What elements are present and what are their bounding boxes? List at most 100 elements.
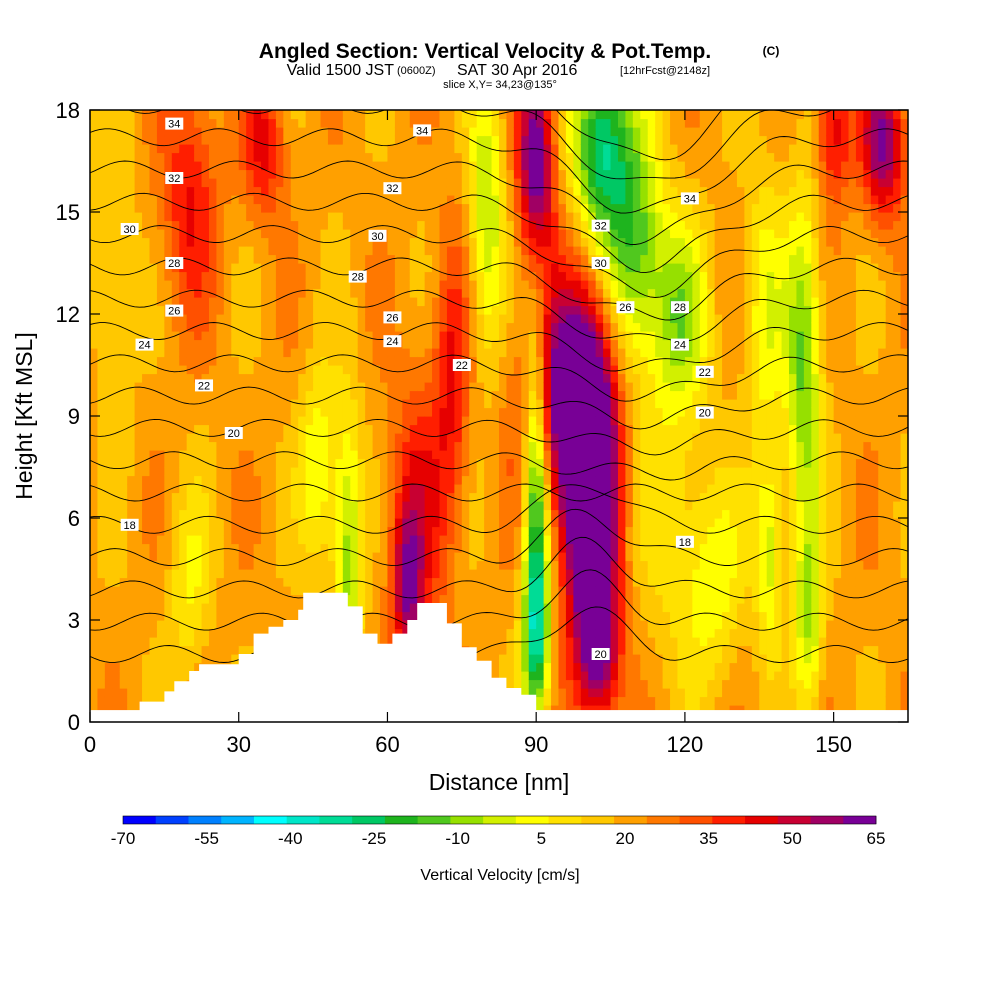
velocity-cell	[104, 433, 113, 443]
velocity-cell	[275, 433, 284, 443]
velocity-cell	[402, 424, 411, 434]
velocity-cell	[164, 271, 173, 281]
velocity-cell	[387, 560, 396, 570]
velocity-cell	[506, 569, 515, 579]
velocity-cell	[461, 322, 470, 332]
velocity-cell	[335, 305, 344, 315]
velocity-cell	[558, 254, 567, 264]
velocity-cell	[469, 416, 478, 426]
velocity-cell	[253, 246, 262, 256]
velocity-cell	[491, 637, 500, 647]
velocity-cell	[253, 322, 262, 332]
velocity-cell	[357, 314, 366, 324]
velocity-cell	[275, 509, 284, 519]
velocity-cell	[104, 288, 113, 298]
velocity-cell	[283, 603, 292, 613]
velocity-cell	[313, 237, 322, 247]
velocity-cell	[327, 356, 336, 366]
velocity-cell	[342, 237, 351, 247]
velocity-cell	[90, 458, 99, 468]
velocity-cell	[313, 254, 322, 264]
velocity-cell	[216, 178, 225, 188]
velocity-cell	[268, 450, 277, 460]
velocity-cell	[186, 297, 195, 307]
velocity-cell	[528, 322, 537, 332]
velocity-cell	[127, 152, 136, 162]
velocity-cell	[156, 501, 165, 511]
velocity-cell	[216, 220, 225, 230]
velocity-cell	[156, 526, 165, 536]
velocity-cell	[298, 382, 307, 392]
velocity-cell	[335, 518, 344, 528]
velocity-cell	[216, 416, 225, 426]
velocity-cell	[127, 203, 136, 213]
velocity-cell	[595, 475, 604, 485]
velocity-cell	[461, 195, 470, 205]
velocity-cell	[551, 118, 560, 128]
velocity-cell	[90, 424, 99, 434]
velocity-cell	[90, 144, 99, 154]
velocity-cell	[253, 365, 262, 375]
velocity-cell	[513, 662, 522, 672]
velocity-cell	[305, 424, 314, 434]
velocity-cell	[424, 407, 433, 417]
velocity-cell	[327, 441, 336, 451]
velocity-cell	[194, 654, 203, 664]
velocity-cell	[595, 288, 604, 298]
velocity-cell	[208, 654, 218, 664]
velocity-cell	[454, 237, 463, 247]
velocity-cell	[335, 144, 344, 154]
velocity-cell	[261, 186, 270, 196]
velocity-cell	[290, 144, 299, 154]
velocity-cell	[253, 254, 262, 264]
velocity-cell	[424, 297, 433, 307]
velocity-cell	[580, 271, 589, 281]
velocity-cell	[588, 348, 597, 358]
velocity-cell	[149, 611, 158, 621]
velocity-cell	[409, 212, 418, 222]
velocity-cell	[565, 186, 574, 196]
velocity-cell	[164, 339, 173, 349]
velocity-cell	[588, 127, 597, 137]
velocity-cell	[194, 161, 203, 171]
velocity-cell	[268, 594, 277, 604]
velocity-cell	[194, 263, 203, 273]
velocity-cell	[253, 288, 262, 298]
velocity-cell	[357, 552, 366, 562]
velocity-cell	[484, 322, 493, 332]
velocity-cell	[112, 127, 121, 137]
velocity-cell	[484, 611, 493, 621]
velocity-cell	[238, 178, 247, 188]
velocity-cell	[104, 484, 113, 494]
velocity-cell	[112, 458, 121, 468]
velocity-cell	[513, 348, 522, 358]
velocity-cell	[536, 271, 545, 281]
velocity-cell	[261, 339, 270, 349]
velocity-cell	[201, 501, 210, 511]
velocity-cell	[171, 637, 180, 647]
velocity-cell	[513, 331, 522, 341]
velocity-cell	[194, 433, 203, 443]
velocity-cell	[201, 229, 210, 239]
velocity-cell	[380, 611, 389, 621]
velocity-cell	[513, 322, 522, 332]
velocity-cell	[357, 594, 366, 604]
velocity-cell	[439, 169, 448, 179]
velocity-cell	[409, 552, 418, 562]
velocity-cell	[127, 424, 136, 434]
velocity-cell	[216, 382, 225, 392]
velocity-cell	[342, 526, 351, 536]
velocity-cell	[491, 118, 500, 128]
velocity-cell	[521, 297, 530, 307]
velocity-cell	[194, 569, 203, 579]
velocity-cell	[357, 569, 366, 579]
velocity-cell	[216, 654, 225, 664]
velocity-cell	[365, 186, 374, 196]
velocity-cell	[313, 246, 322, 256]
velocity-cell	[380, 118, 389, 128]
velocity-cell	[454, 424, 463, 434]
velocity-cell	[536, 518, 545, 528]
velocity-cell	[595, 637, 604, 647]
velocity-cell	[97, 696, 106, 706]
velocity-cell	[588, 433, 597, 443]
